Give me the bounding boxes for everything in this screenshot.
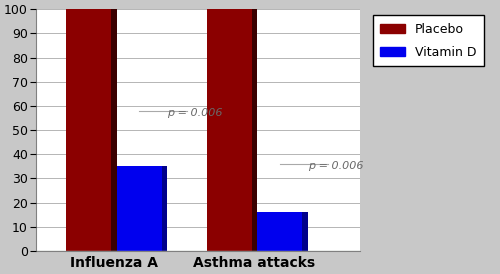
Bar	[66, 251, 116, 255]
Bar	[258, 251, 308, 255]
Bar	[258, 212, 302, 251]
Legend: Placebo, Vitamin D: Placebo, Vitamin D	[372, 15, 484, 66]
Bar	[302, 212, 308, 251]
Bar	[206, 9, 252, 251]
Text: p = 0.006: p = 0.006	[308, 161, 364, 171]
Bar	[66, 9, 111, 251]
Text: p = 0.006: p = 0.006	[167, 108, 222, 118]
Bar	[116, 166, 162, 251]
Bar	[206, 251, 258, 255]
Bar	[116, 251, 167, 255]
Bar	[36, 251, 360, 255]
Bar	[252, 9, 258, 251]
Bar	[111, 9, 116, 251]
Bar	[162, 166, 167, 251]
